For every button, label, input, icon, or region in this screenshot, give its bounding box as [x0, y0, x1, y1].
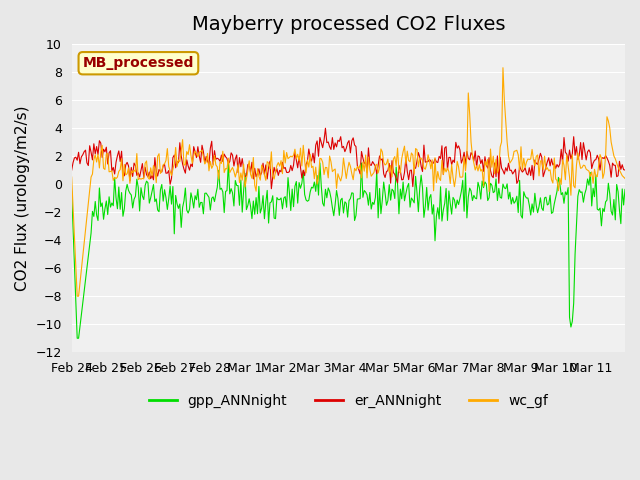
- Legend: gpp_ANNnight, er_ANNnight, wc_gf: gpp_ANNnight, er_ANNnight, wc_gf: [143, 388, 554, 413]
- Text: MB_processed: MB_processed: [83, 56, 194, 70]
- Y-axis label: CO2 Flux (urology/m2/s): CO2 Flux (urology/m2/s): [15, 105, 30, 291]
- Title: Mayberry processed CO2 Fluxes: Mayberry processed CO2 Fluxes: [191, 15, 505, 34]
